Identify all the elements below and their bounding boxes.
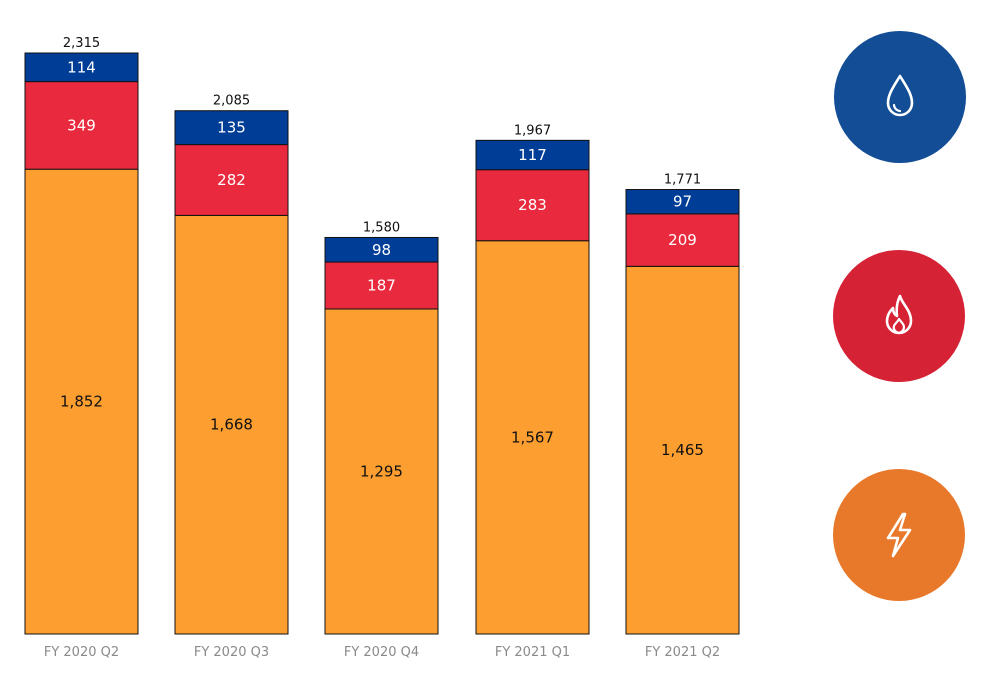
- segment-value-label: 135: [217, 119, 246, 137]
- water-drop-icon: [886, 74, 914, 117]
- bar-segment-electricity: [324, 308, 439, 635]
- bar-segment-water: [324, 236, 439, 263]
- bar-segment-electricity: [24, 168, 139, 635]
- segment-value-label: 114: [67, 58, 96, 76]
- legend-gas: [833, 250, 965, 382]
- x-tick-label: FY 2020 Q2: [44, 645, 119, 660]
- segment-value-label: 1,295: [360, 463, 403, 481]
- bar-segment-water: [24, 52, 139, 83]
- bar-segment-water: [475, 139, 590, 171]
- bar-segment-gas: [324, 261, 439, 310]
- bar-total-label: 2,315: [63, 36, 100, 51]
- bar-segment-water: [174, 110, 289, 146]
- flame-icon: [885, 294, 913, 335]
- segment-value-label: 97: [673, 193, 692, 211]
- legend-water: [834, 31, 966, 163]
- bar-total-label: 1,580: [363, 220, 400, 235]
- x-tick-label: FY 2020 Q3: [194, 645, 269, 660]
- bar-total-label: 2,085: [213, 94, 250, 109]
- bar-segment-electricity: [475, 240, 590, 635]
- segment-value-label: 282: [217, 171, 246, 189]
- bar-total-label: 1,967: [514, 123, 551, 138]
- segment-value-label: 209: [668, 231, 697, 249]
- bar-segment-gas: [174, 144, 289, 216]
- bar-segment-water: [625, 189, 740, 215]
- segment-value-label: 187: [367, 277, 396, 295]
- bar-segment-electricity: [174, 214, 289, 635]
- segment-value-label: 117: [518, 146, 547, 164]
- x-tick-label: FY 2021 Q1: [495, 645, 570, 660]
- bar-segment-gas: [475, 169, 590, 242]
- bar-segment-gas: [625, 213, 740, 267]
- segment-value-label: 1,465: [661, 441, 704, 459]
- x-tick-label: FY 2020 Q4: [344, 645, 419, 660]
- segment-value-label: 283: [518, 196, 547, 214]
- bar-total-label: 1,771: [664, 173, 701, 188]
- segment-value-label: 1,668: [210, 416, 253, 434]
- lightning-bolt-icon: [886, 512, 912, 558]
- x-tick-label: FY 2021 Q2: [645, 645, 720, 660]
- segment-value-label: 98: [372, 241, 391, 259]
- segment-value-label: 1,852: [60, 393, 103, 411]
- bar-segment-electricity: [625, 265, 740, 635]
- bar-segment-gas: [24, 81, 139, 170]
- legend-electricity: [833, 469, 965, 601]
- segment-value-label: 1,567: [511, 428, 554, 446]
- segment-value-label: 349: [67, 116, 96, 134]
